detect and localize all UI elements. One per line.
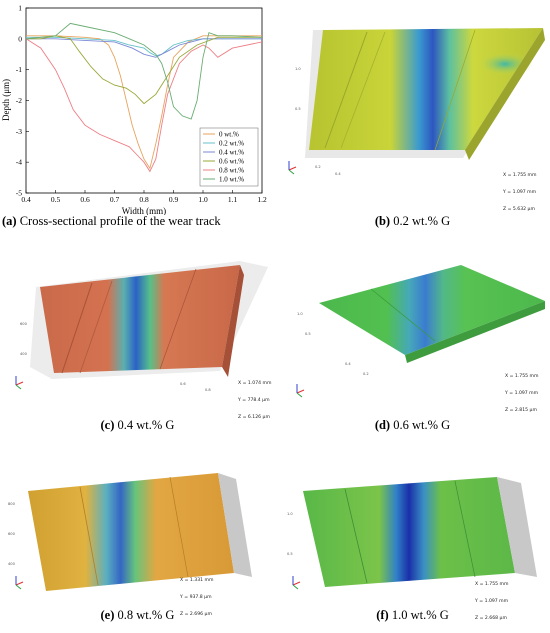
series-line-2 — [26, 38, 262, 58]
svg-text:600: 600 — [8, 532, 16, 536]
y-tick-label: 1 — [18, 4, 22, 13]
panel-e: 800 600 400 X = 1.331 mm Y = 937.8 µm Z =… — [0, 455, 275, 630]
svg-text:400: 400 — [8, 562, 16, 566]
readout-b-z: Z = 5.632 µm — [503, 206, 535, 212]
readout-d: X = 1.755 mm Y = 1.097 mm Z = 2.815 µm — [505, 363, 538, 425]
svg-text:0.2: 0.2 — [363, 372, 369, 376]
svg-text:0.4: 0.4 — [335, 172, 341, 176]
caption-c-label: (c) — [100, 418, 115, 432]
panel-a: 1 0 -1 -2 -3 -4 -5 0.4 0.5 0.6 0.7 0.8 0.9 1.0 1.1 1.2… — [0, 0, 272, 230]
x-tick-label: 0.8 — [139, 195, 149, 204]
readout-f-x: X = 1.755 mm — [475, 582, 509, 588]
svg-text:400: 400 — [20, 352, 28, 356]
y-tick-label: -4 — [16, 158, 22, 167]
surface-map-c: 600 400 0.6 0.8 — [15, 261, 268, 392]
x-tick-label: 0.7 — [110, 195, 120, 204]
caption-d-text: 0.6 wt.% G — [393, 418, 451, 432]
svg-text:800: 800 — [8, 502, 16, 506]
caption-d-label: (d) — [374, 418, 391, 432]
svg-text:0.5: 0.5 — [287, 552, 293, 556]
x-tick-label: 1.2 — [257, 195, 267, 204]
readout-b-x: X = 1.755 mm — [503, 173, 537, 179]
svg-text:0.5: 0.5 — [295, 107, 301, 111]
caption-e-text: 0.8 wt.% G — [117, 608, 175, 622]
surface-map-f: 1.0 0.5 — [287, 477, 537, 590]
caption-d: (d) 0.6 wt.% G — [275, 418, 550, 433]
legend-entry: 1.0 wt.% — [219, 176, 244, 184]
x-tick-label: 0.6 — [80, 195, 90, 204]
svg-text:0.2: 0.2 — [315, 165, 321, 169]
legend-entry: 0.2 wt.% — [219, 140, 244, 148]
caption-b-text: 0.2 wt.% G — [393, 214, 451, 228]
svg-text:1.0: 1.0 — [297, 312, 303, 316]
x-tick-label: 0.5 — [51, 195, 61, 204]
readout-c-x: X = 1.074 mm — [238, 381, 272, 387]
y-axis-label: Depth (μm) — [1, 79, 11, 121]
surface-map-b: 1.0 0.5 0.2 0.4 — [288, 28, 545, 176]
readout-f-z: Z = 2.668 µm — [475, 615, 507, 621]
y-tick-label: -5 — [16, 189, 22, 198]
x-tick-label: 0.9 — [169, 195, 179, 204]
legend-entry: 0.4 wt.% — [219, 149, 244, 157]
x-tick-label: 1.0 — [198, 195, 208, 204]
panel-d: 1.0 0.5 0.4 0.2 X = 1.755 mm Y = 1.097 mm … — [275, 245, 550, 450]
readout-c-y: Y = 778.4 µm — [238, 397, 270, 403]
panel-f: 1.0 0.5 X = 1.755 mm Y = 1.097 mm Z = 2.6… — [275, 455, 550, 630]
series-line-5 — [25, 22, 263, 120]
caption-e-label: (e) — [100, 608, 115, 622]
readout-d-z: Z = 2.815 µm — [505, 407, 537, 413]
x-tick-label: 1.1 — [228, 195, 238, 204]
readout-e-x: X = 1.331 mm — [180, 578, 214, 584]
readout-c-z: Z = 6.126 µm — [238, 414, 270, 420]
readout-d-x: X = 1.755 mm — [505, 374, 539, 380]
svg-text:1.0: 1.0 — [295, 67, 301, 71]
caption-a-text: Cross-sectional profile of the wear trac… — [19, 214, 221, 228]
svg-text:600: 600 — [20, 322, 28, 326]
surface-map-d: 1.0 0.5 0.4 0.2 — [296, 265, 545, 398]
y-tick-label: -3 — [16, 127, 22, 136]
readout-d-y: Y = 1.097 mm — [505, 390, 539, 396]
svg-text:0.6: 0.6 — [180, 382, 186, 386]
y-tick-label: -1 — [16, 65, 22, 74]
caption-b: (b) 0.2 wt.% G — [275, 214, 550, 229]
x-tick-label: 0.4 — [21, 195, 31, 204]
readout-e-z: Z = 2.696 µm — [180, 611, 212, 617]
readout-f-y: Y = 1.097 mm — [475, 598, 509, 604]
readout-e: X = 1.331 mm Y = 937.8 µm Z = 2.696 µm — [180, 567, 213, 629]
readout-b-y: Y = 1.097 mm — [503, 189, 537, 195]
y-tick-label: -2 — [16, 96, 22, 105]
readout-b: X = 1.755 mm Y = 1.097 mm Z = 5.632 µm — [503, 162, 536, 224]
svg-text:1.0: 1.0 — [287, 512, 293, 516]
caption-c: (c) 0.4 wt.% G — [0, 418, 275, 433]
series-line-3 — [26, 35, 262, 105]
surface-map-e: 800 600 400 — [8, 473, 252, 591]
caption-f-text: 1.0 wt.% G — [391, 608, 449, 622]
svg-text:0.4: 0.4 — [345, 362, 351, 366]
readout-f: X = 1.755 mm Y = 1.097 mm Z = 2.668 µm — [475, 571, 508, 633]
series-line-1 — [26, 36, 262, 57]
legend-entry: 0.8 wt.% — [219, 167, 244, 175]
legend-entry: 0.6 wt.% — [219, 158, 244, 166]
caption-f: (f) 1.0 wt.% G — [275, 608, 550, 623]
y-tick-label: 0 — [18, 34, 22, 43]
wear-track-profile-chart: 1 0 -1 -2 -3 -4 -5 0.4 0.5 0.6 0.7 0.8 0.9 1.0 1.1 1.2… — [1, 4, 267, 217]
legend-box — [199, 127, 259, 187]
caption-a: (a) Cross-sectional profile of the wear … — [2, 214, 221, 229]
readout-c: X = 1.074 mm Y = 778.4 µm Z = 6.126 µm — [238, 370, 271, 432]
caption-b-label: (b) — [374, 214, 391, 228]
svg-text:0.5: 0.5 — [305, 332, 311, 336]
panel-b: 1.0 0.5 0.2 0.4 X = 1.755 mm Y = 1.097 mm … — [275, 0, 550, 232]
caption-c-text: 0.4 wt.% G — [117, 418, 175, 432]
caption-e: (e) 0.8 wt.% G — [0, 608, 275, 623]
legend-entry: 0 wt.% — [219, 131, 239, 139]
caption-f-label: (f) — [376, 608, 389, 622]
svg-text:0.8: 0.8 — [205, 388, 211, 392]
readout-e-y: Y = 937.8 µm — [180, 594, 212, 600]
panel-c: 600 400 0.6 0.8 X = 1.074 mm Y = 778.4 µm … — [0, 245, 275, 450]
x-axis-label: Width (mm) — [122, 206, 166, 215]
caption-a-label: (a) — [2, 214, 17, 228]
